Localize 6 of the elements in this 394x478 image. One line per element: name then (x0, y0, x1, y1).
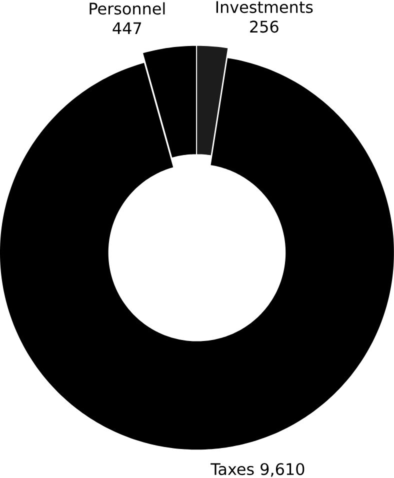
slice-label: Investments (216, 1, 313, 14)
data-label: 256 (250, 20, 278, 33)
slice-label: Taxes (210, 463, 254, 476)
data-label: 447 (112, 22, 142, 34)
slice-label: Personnel (90, 2, 165, 15)
data-label: 9,610 (260, 463, 304, 477)
